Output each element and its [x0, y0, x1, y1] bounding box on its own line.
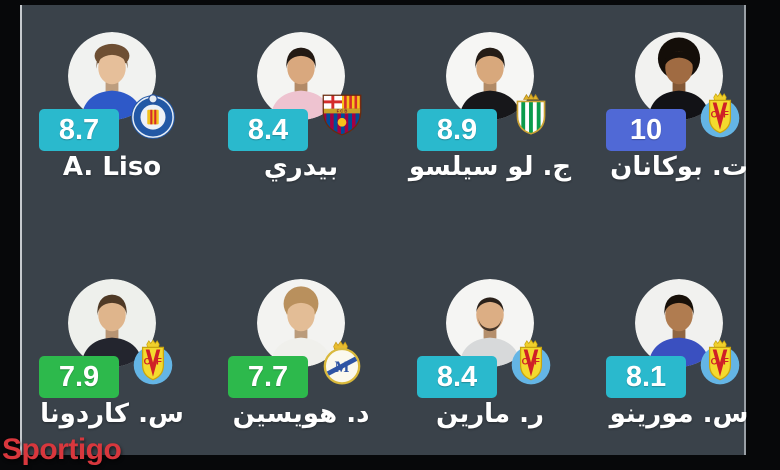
rating-badge: 10: [606, 109, 686, 151]
player-card: 8.7 A. Liso: [22, 30, 202, 202]
svg-text:F C B: F C B: [337, 109, 348, 114]
svg-text:F: F: [723, 110, 729, 120]
barcelona-crest-icon: F C B: [317, 90, 367, 140]
svg-text:C: C: [711, 110, 718, 120]
svg-text:M: M: [335, 359, 350, 376]
player-card: 8.4 C F ر. مارين: [400, 277, 580, 449]
player-name: س. كاردونا: [40, 399, 184, 429]
player-avatar: [635, 279, 723, 367]
player-card: 8.4 F C B بيدري: [211, 30, 391, 202]
villarreal-crest-icon: C F: [128, 337, 178, 387]
player-card: 8.1 C F س. مورينو: [589, 277, 769, 449]
getafe-crest-icon: [128, 90, 178, 140]
player-name: س. مورينو: [609, 399, 749, 429]
villarreal-crest-icon: C F: [506, 337, 556, 387]
svg-text:F: F: [156, 357, 162, 367]
player-avatar: [635, 32, 723, 120]
player-name: ر. مارين: [436, 399, 544, 429]
player-card: 7.9 C F س. كاردونا: [22, 277, 202, 449]
rating-badge: 8.9: [417, 109, 497, 151]
rating-badge: 7.9: [39, 356, 119, 398]
rating-badge: 8.4: [228, 109, 308, 151]
player-avatar: [68, 32, 156, 120]
rating-badge: 8.7: [39, 109, 119, 151]
svg-text:F: F: [534, 357, 540, 367]
svg-text:C: C: [144, 357, 151, 367]
villarreal-crest-icon: C F: [695, 90, 745, 140]
player-name: ج. لو سيلسو: [408, 152, 572, 182]
svg-text:C: C: [711, 357, 718, 367]
svg-text:F: F: [723, 357, 729, 367]
player-name: د. هويسين: [232, 399, 370, 429]
rating-badge: 7.7: [228, 356, 308, 398]
player-name: ت. بوكانان: [610, 152, 748, 182]
player-name: بيدري: [263, 152, 339, 182]
player-card: 7.7 M د. هويسين: [211, 277, 391, 449]
player-card: 10 C F ت. بوكانان: [589, 30, 769, 202]
rating-badge: 8.4: [417, 356, 497, 398]
sportigo-watermark: Sportigo: [2, 433, 122, 466]
real-madrid-crest-icon: M: [317, 337, 367, 387]
player-card: 8.9 ج. لو سيلسو: [400, 30, 580, 202]
svg-text:C: C: [522, 357, 529, 367]
rating-badge: 8.1: [606, 356, 686, 398]
betis-crest-icon: [506, 90, 556, 140]
player-name: A. Liso: [62, 152, 162, 182]
villarreal-crest-icon: C F: [695, 337, 745, 387]
